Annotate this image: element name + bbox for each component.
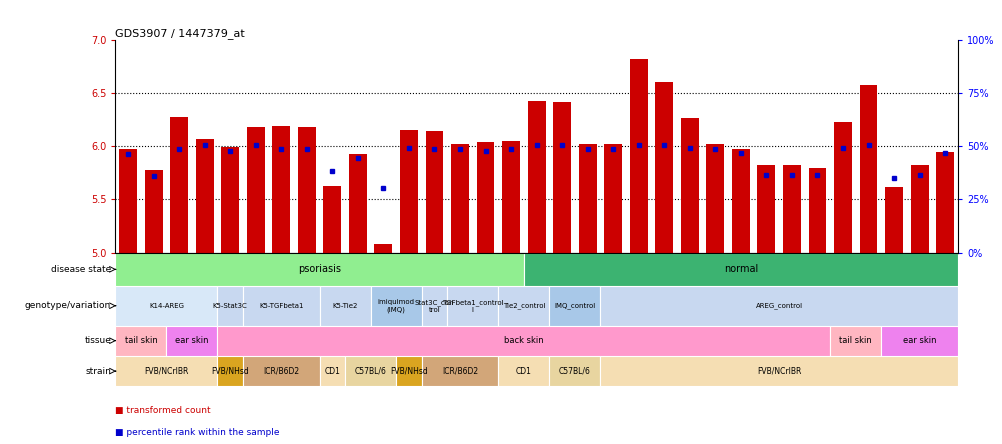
Text: FVB/NHsd: FVB/NHsd: [211, 367, 248, 376]
Bar: [320, 356, 345, 386]
Bar: [374, 244, 392, 253]
Text: CD1: CD1: [515, 367, 531, 376]
Text: strain: strain: [85, 367, 111, 376]
Text: AREG_control: AREG_control: [755, 302, 802, 309]
Bar: [834, 122, 851, 253]
Bar: [371, 286, 421, 325]
Bar: [396, 356, 421, 386]
Bar: [578, 144, 596, 253]
Text: back skin: back skin: [504, 336, 543, 345]
Text: K5-Tie2: K5-Tie2: [332, 303, 358, 309]
Bar: [115, 253, 523, 286]
Bar: [320, 286, 371, 325]
Bar: [242, 356, 320, 386]
Bar: [881, 325, 957, 356]
Text: psoriasis: psoriasis: [298, 264, 341, 274]
Bar: [859, 85, 877, 253]
Bar: [421, 356, 498, 386]
Bar: [910, 166, 928, 253]
Bar: [935, 151, 953, 253]
Text: TGFbeta1_control
l: TGFbeta1_control l: [442, 299, 503, 313]
Bar: [115, 286, 217, 325]
Text: imiquimod
(IMQ): imiquimod (IMQ): [378, 299, 414, 313]
Bar: [217, 325, 830, 356]
Text: tail skin: tail skin: [124, 336, 157, 345]
Text: tail skin: tail skin: [839, 336, 872, 345]
Bar: [549, 286, 600, 325]
Bar: [549, 356, 600, 386]
Bar: [273, 126, 290, 253]
Text: K5-TGFbeta1: K5-TGFbeta1: [259, 303, 304, 309]
Bar: [527, 101, 545, 253]
Text: ear skin: ear skin: [902, 336, 936, 345]
Text: CD1: CD1: [324, 367, 340, 376]
Bar: [451, 144, 469, 253]
Text: FVB/NCrIBR: FVB/NCrIBR: [144, 367, 188, 376]
Text: FVB/NCrIBR: FVB/NCrIBR: [757, 367, 801, 376]
Text: tissue: tissue: [84, 336, 111, 345]
Text: Tie2_control: Tie2_control: [502, 302, 544, 309]
Bar: [603, 144, 621, 253]
Text: K14-AREG: K14-AREG: [148, 303, 183, 309]
Text: ICR/B6D2: ICR/B6D2: [442, 367, 478, 376]
Bar: [170, 116, 188, 253]
Bar: [425, 131, 443, 253]
Text: GDS3907 / 1447379_at: GDS3907 / 1447379_at: [115, 28, 244, 39]
Text: ear skin: ear skin: [175, 336, 208, 345]
Bar: [600, 286, 957, 325]
Bar: [502, 141, 519, 253]
Bar: [298, 127, 316, 253]
Bar: [421, 286, 447, 325]
Bar: [808, 167, 826, 253]
Bar: [783, 166, 800, 253]
Text: Stat3C_con
trol: Stat3C_con trol: [414, 299, 454, 313]
Bar: [115, 325, 166, 356]
Text: ■ transformed count: ■ transformed count: [115, 406, 210, 415]
Text: IMQ_control: IMQ_control: [554, 302, 595, 309]
Bar: [144, 170, 162, 253]
Bar: [221, 147, 238, 253]
Bar: [600, 356, 957, 386]
Bar: [217, 356, 242, 386]
Text: ICR/B6D2: ICR/B6D2: [263, 367, 299, 376]
Text: normal: normal: [723, 264, 758, 274]
Bar: [629, 59, 647, 253]
Text: disease state: disease state: [51, 265, 111, 274]
Bar: [523, 253, 957, 286]
Bar: [323, 186, 341, 253]
Bar: [400, 131, 418, 253]
Bar: [119, 150, 137, 253]
Bar: [447, 286, 498, 325]
Text: C57BL/6: C57BL/6: [355, 367, 386, 376]
Bar: [757, 166, 775, 253]
Bar: [731, 150, 749, 253]
Bar: [476, 142, 494, 253]
Bar: [498, 286, 549, 325]
Bar: [553, 102, 570, 253]
Text: C57BL/6: C57BL/6: [558, 367, 590, 376]
Bar: [195, 139, 213, 253]
Bar: [884, 186, 902, 253]
Bar: [349, 154, 367, 253]
Text: FVB/NHsd: FVB/NHsd: [390, 367, 428, 376]
Bar: [830, 325, 881, 356]
Bar: [498, 356, 549, 386]
Bar: [654, 83, 672, 253]
Bar: [217, 286, 242, 325]
Text: genotype/variation: genotype/variation: [25, 301, 111, 310]
Text: ■ percentile rank within the sample: ■ percentile rank within the sample: [115, 428, 280, 437]
Bar: [680, 118, 698, 253]
Bar: [115, 356, 217, 386]
Bar: [705, 144, 723, 253]
Bar: [166, 325, 217, 356]
Bar: [242, 286, 320, 325]
Text: K5-Stat3C: K5-Stat3C: [212, 303, 247, 309]
Bar: [345, 356, 396, 386]
Bar: [246, 127, 265, 253]
